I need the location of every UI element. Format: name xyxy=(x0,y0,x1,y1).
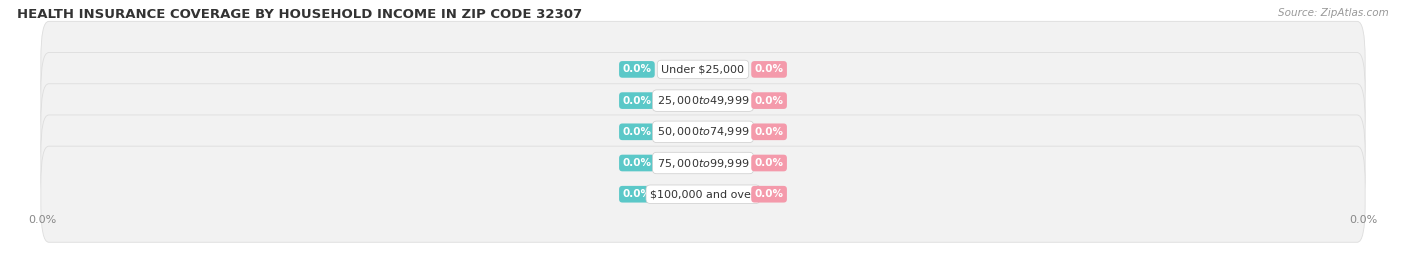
Text: $75,000 to $99,999: $75,000 to $99,999 xyxy=(657,157,749,169)
Text: 0.0%: 0.0% xyxy=(623,95,651,106)
Text: $100,000 and over: $100,000 and over xyxy=(650,189,756,199)
FancyBboxPatch shape xyxy=(41,146,1365,242)
Text: HEALTH INSURANCE COVERAGE BY HOUSEHOLD INCOME IN ZIP CODE 32307: HEALTH INSURANCE COVERAGE BY HOUSEHOLD I… xyxy=(17,8,582,21)
Text: 0.0%: 0.0% xyxy=(623,189,651,199)
Text: 0.0%: 0.0% xyxy=(755,158,783,168)
Text: 0.0%: 0.0% xyxy=(755,95,783,106)
Text: $25,000 to $49,999: $25,000 to $49,999 xyxy=(657,94,749,107)
Text: 0.0%: 0.0% xyxy=(755,127,783,137)
FancyBboxPatch shape xyxy=(41,52,1365,149)
Text: Under $25,000: Under $25,000 xyxy=(661,64,745,75)
Text: 0.0%: 0.0% xyxy=(623,127,651,137)
FancyBboxPatch shape xyxy=(41,115,1365,211)
Text: $50,000 to $74,999: $50,000 to $74,999 xyxy=(657,125,749,138)
Text: 0.0%: 0.0% xyxy=(755,189,783,199)
FancyBboxPatch shape xyxy=(41,21,1365,118)
FancyBboxPatch shape xyxy=(41,84,1365,180)
Text: 0.0%: 0.0% xyxy=(755,64,783,75)
Text: 0.0%: 0.0% xyxy=(623,64,651,75)
Text: 0.0%: 0.0% xyxy=(623,158,651,168)
Text: Source: ZipAtlas.com: Source: ZipAtlas.com xyxy=(1278,8,1389,18)
